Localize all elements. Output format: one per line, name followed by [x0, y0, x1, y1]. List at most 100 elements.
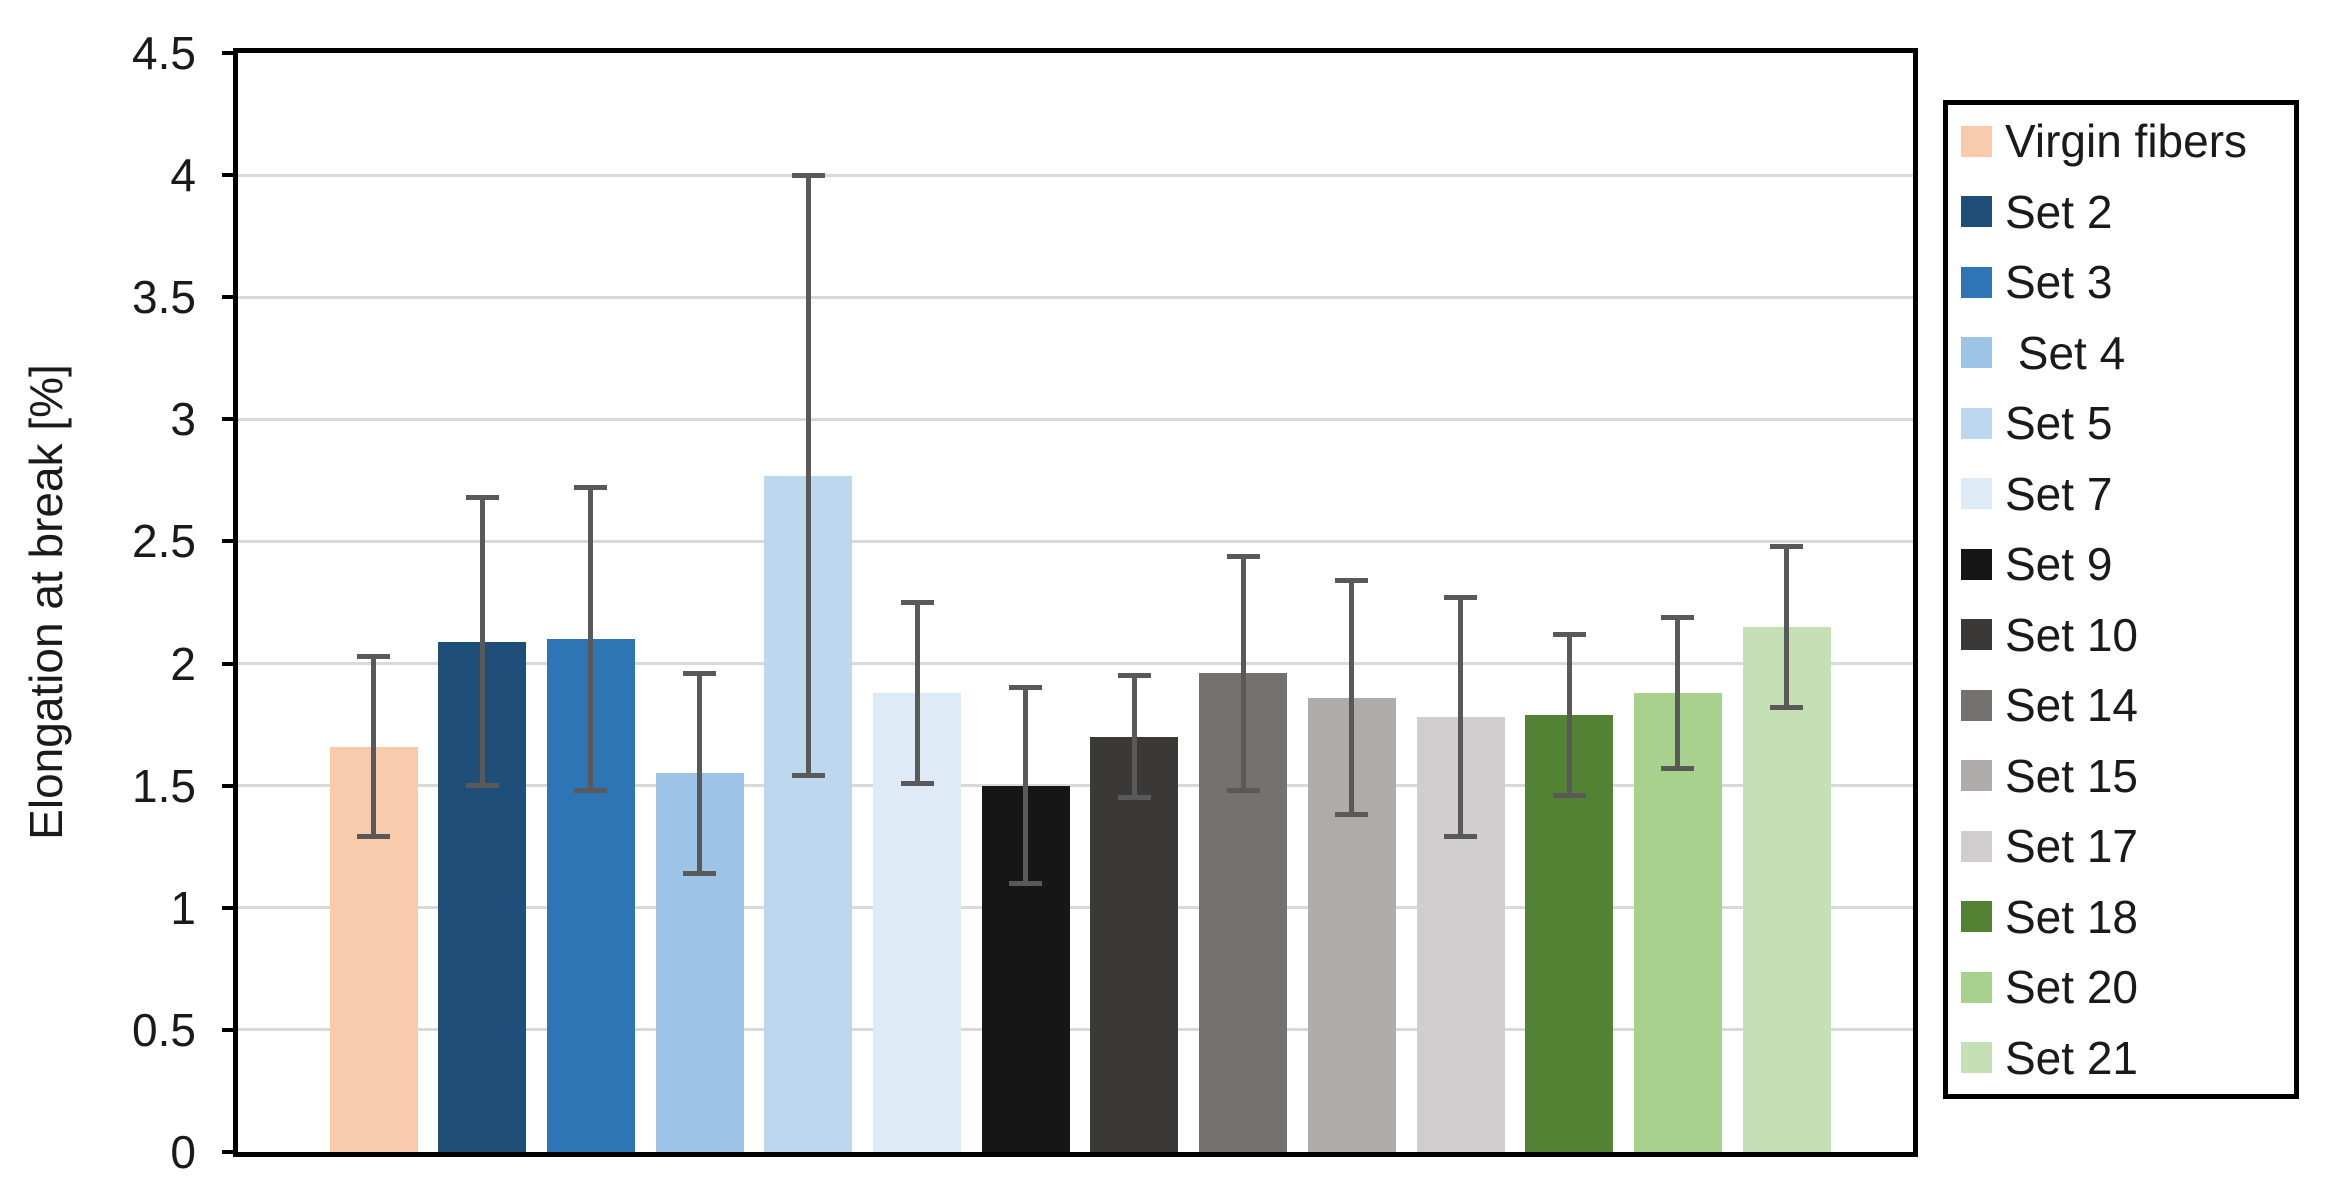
legend-swatch — [1961, 478, 1992, 510]
plot-inner — [238, 53, 1913, 1152]
error-bar-set-15 — [1349, 580, 1355, 815]
y-tick-mark — [222, 783, 238, 788]
error-bar-set-20 — [1675, 617, 1681, 769]
error-bar-cap — [1335, 578, 1369, 584]
legend-label: Set 21 — [2005, 1031, 2138, 1084]
gridline — [238, 173, 1913, 177]
legend-label: Set 7 — [2005, 467, 2113, 520]
error-bar-cap — [1335, 812, 1369, 818]
legend-label: Set 10 — [2005, 608, 2138, 661]
error-bar-set-14 — [1240, 556, 1246, 791]
y-tick-label: 2 — [170, 637, 196, 690]
error-bar-cap — [357, 653, 390, 659]
error-bar-cap — [1661, 766, 1695, 772]
y-tick-mark — [222, 905, 238, 910]
y-tick-label: 0 — [170, 1126, 196, 1178]
legend-item-set-17: Set 17 — [1961, 811, 2294, 882]
error-bar-cap — [574, 485, 608, 491]
legend: Virgin fibers Set 2 Set 3 Set 4 Set 5 Set 7 S… — [1943, 100, 2299, 1099]
error-bar-cap — [1552, 792, 1586, 798]
error-bar-set-5 — [805, 175, 811, 776]
y-tick-mark — [222, 295, 238, 300]
gridline — [238, 417, 1913, 421]
error-bar-cap — [1444, 595, 1477, 601]
legend-item-set-2: Set 2 — [1961, 177, 2294, 248]
error-bar-cap — [1770, 543, 1804, 549]
y-tick-label: 4 — [170, 149, 196, 202]
legend-swatch — [1961, 548, 1992, 580]
error-bar-cap — [574, 788, 608, 794]
y-tick-label: 3 — [170, 393, 196, 446]
legend-swatch — [1961, 619, 1992, 651]
legend-item-set-3: Set 3 — [1961, 247, 2294, 318]
error-bar-cap — [1552, 631, 1586, 637]
legend-item-set-20: Set 20 — [1961, 952, 2294, 1023]
error-bar-cap — [683, 670, 717, 676]
legend-swatch — [1961, 196, 1992, 228]
y-tick-mark — [222, 417, 238, 422]
legend-label: Set 14 — [2005, 679, 2138, 732]
legend-label: Set 4 — [2005, 326, 2126, 379]
y-tick-label: 0.5 — [132, 1003, 196, 1056]
legend-swatch — [1961, 337, 1992, 369]
error-bar-cap — [357, 834, 390, 840]
gridline — [238, 662, 1913, 666]
error-bar-set-2 — [479, 497, 485, 786]
legend-item-set-18: Set 18 — [1961, 882, 2294, 953]
legend-swatch — [1961, 830, 1992, 862]
error-bar-cap — [1117, 673, 1151, 679]
legend-swatch — [1961, 1042, 1992, 1074]
legend-label: Set 5 — [2005, 397, 2113, 450]
y-tick-mark — [222, 1027, 238, 1032]
error-bar-cap — [900, 600, 934, 605]
legend-item-set-21: Set 21 — [1961, 1023, 2294, 1094]
error-bar-set-17 — [1458, 597, 1463, 837]
error-bar-cap — [683, 871, 717, 877]
error-bar-cap — [1009, 685, 1043, 691]
y-tick-mark — [222, 173, 238, 178]
legend-label: Set 17 — [2005, 820, 2138, 873]
y-tick-label: 4.5 — [132, 27, 196, 79]
legend-swatch — [1961, 689, 1992, 721]
error-bar-cap — [465, 783, 499, 789]
legend-label: Set 18 — [2005, 890, 2138, 943]
legend-label: Set 9 — [2005, 538, 2113, 591]
legend-item-set-15: Set 15 — [1961, 741, 2294, 812]
gridline — [238, 539, 1913, 543]
error-bar-set-18 — [1566, 634, 1572, 796]
error-bar-virgin-fibers — [371, 656, 376, 837]
legend-item-set-7: Set 7 — [1961, 459, 2294, 530]
y-tick-label: 1 — [170, 881, 196, 934]
y-tick-mark — [222, 661, 238, 666]
error-bar-set-21 — [1784, 546, 1790, 708]
legend-item-set-14: Set 14 — [1961, 670, 2294, 741]
y-tick-label: 2.5 — [132, 515, 196, 568]
error-bar-cap — [791, 172, 825, 178]
gridline — [238, 784, 1913, 788]
y-tick-mark — [222, 539, 238, 544]
gridline — [238, 1028, 1913, 1032]
legend-label: Virgin fibers — [2005, 115, 2248, 168]
error-bar-set-3 — [588, 487, 594, 791]
legend-label: Set 2 — [2005, 185, 2113, 238]
legend-swatch — [1961, 125, 1992, 157]
legend-item-set-5: Set 5 — [1961, 388, 2294, 459]
error-bar-cap — [900, 780, 934, 786]
error-bar-cap — [1009, 880, 1043, 886]
error-bar-set-7 — [914, 602, 920, 784]
legend-label: Set 15 — [2005, 749, 2138, 802]
legend-swatch — [1961, 407, 1992, 439]
error-bar-set-9 — [1023, 687, 1029, 884]
legend-swatch — [1961, 760, 1992, 792]
error-bar-cap — [1661, 614, 1695, 620]
legend-item-set-10: Set 10 — [1961, 600, 2294, 671]
gridline — [238, 295, 1913, 299]
y-tick-mark — [222, 1150, 238, 1154]
plot-area — [233, 48, 1918, 1157]
y-tick-label: 1.5 — [132, 759, 196, 812]
error-bar-set-10 — [1131, 675, 1137, 798]
error-bar-cap — [791, 773, 825, 779]
error-bar-set-4 — [697, 673, 703, 874]
error-bar-cap — [1770, 705, 1804, 711]
